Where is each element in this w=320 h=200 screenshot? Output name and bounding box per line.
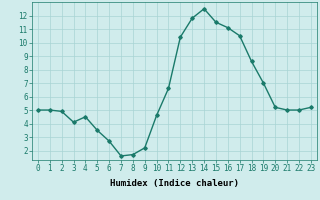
- X-axis label: Humidex (Indice chaleur): Humidex (Indice chaleur): [110, 179, 239, 188]
